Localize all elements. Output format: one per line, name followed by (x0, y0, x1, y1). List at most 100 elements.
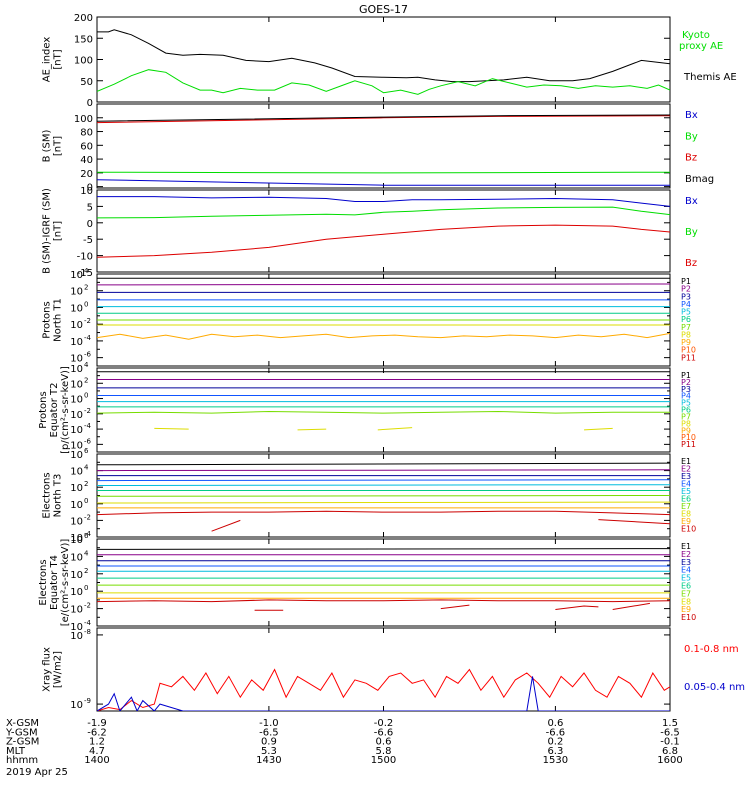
y-axis-label: Xray flux (42, 647, 53, 692)
legend-entry: proxy AE (679, 41, 723, 52)
ephemeris-value: 0.2 (547, 737, 563, 748)
y-tick-label: 0 (87, 183, 93, 194)
y-axis-label: Protons (38, 391, 49, 428)
y-tick-exponent: 4 (84, 549, 89, 557)
series-line-bx (97, 179, 670, 186)
ephemeris-value: 5.8 (376, 746, 392, 757)
series-group (97, 114, 670, 186)
ephemeris-value: -1.0 (259, 718, 279, 729)
legend-entry: E1 (681, 542, 691, 551)
y-tick-label: 10 (70, 354, 83, 365)
legend-entry: P11 (681, 353, 696, 362)
y-tick-exponent: -6 (84, 437, 92, 445)
legend-entry: P4 (681, 300, 691, 309)
series-group (97, 277, 670, 340)
y-tick-label: 200 (74, 13, 93, 24)
panel-frame (96, 538, 671, 627)
series-line-p2 (97, 283, 670, 286)
y-tick-exponent: 6 (84, 447, 89, 455)
y-tick-exponent: -8 (84, 628, 91, 636)
legend-entry: P2 (681, 285, 691, 294)
y-tick-label: 10 (70, 552, 83, 563)
y-tick-exponent: -2 (84, 317, 91, 325)
y-tick-exponent: -4 (84, 334, 92, 342)
y-tick-label: 10 (70, 700, 83, 711)
panel-pn (96, 273, 671, 367)
ephemeris-value: 6.8 (662, 746, 678, 757)
series-line-e8 (97, 501, 670, 504)
series-segment (584, 427, 613, 431)
y-tick-label: 10 (70, 605, 83, 616)
legend-entry: P11 (681, 440, 696, 449)
legend-entry: E10 (681, 613, 696, 622)
ephemeris-value: 1430 (256, 755, 281, 766)
y-axis-label: B (SM)-IGRF (SM) (42, 188, 53, 274)
ephemeris-value: 1600 (657, 755, 682, 766)
y-tick-exponent: 0 (84, 300, 88, 308)
legend-entry: Themis AE (683, 72, 737, 83)
panel-frame (96, 189, 671, 273)
legend-entry: Bz (685, 153, 697, 164)
series-group (97, 29, 670, 95)
series-extra-segment (440, 604, 470, 610)
y-axis-label: Protons (42, 301, 53, 338)
y-axis-label: [nT] (53, 221, 64, 241)
y-tick-exponent: 4 (84, 267, 89, 275)
y-tick-label: 10 (70, 425, 83, 436)
y-tick-label: 10 (70, 631, 83, 642)
legend-entry: P9 (681, 426, 691, 435)
y-tick-label: 10 (80, 186, 93, 197)
y-tick-label: 10 (70, 533, 83, 544)
legend-entry: 0.1-0.8 nm (684, 644, 739, 655)
ephemeris-value: 1.5 (662, 718, 678, 729)
y-tick-exponent: -4 (84, 619, 92, 627)
y-tick-label: -10 (77, 252, 93, 263)
y-tick-label: 10 (70, 337, 83, 348)
series-segment (377, 427, 413, 431)
legend-entry: Bx (685, 196, 698, 207)
y-tick-label: 60 (80, 141, 93, 152)
series-line-kyoto-proxy-ae (97, 69, 670, 95)
y-tick-label: 5 (87, 202, 93, 213)
series-extra-segment (555, 605, 599, 610)
ephemeris-value: 5.3 (261, 746, 277, 757)
series-line-e1 (97, 548, 670, 550)
y-axis-label: Electrons (38, 559, 49, 605)
y-tick-exponent: -9 (84, 697, 91, 705)
legend-entry: 0.05-0.4 nm (684, 682, 745, 693)
y-tick-exponent: 2 (84, 376, 88, 384)
y-axis-label: [nT] (53, 49, 64, 69)
legend-entry: P2 (681, 378, 691, 387)
legend-entry: P7 (681, 323, 691, 332)
y-tick-label: 10 (70, 500, 83, 511)
y-tick-label: 10 (70, 622, 83, 633)
ephemeris-value: 6.3 (547, 746, 563, 757)
y-tick-label: 150 (74, 34, 93, 45)
series-group (97, 548, 670, 611)
y-tick-label: 10 (70, 516, 83, 527)
series-line-bz (97, 115, 670, 124)
panel-ee (96, 538, 671, 627)
series-group (97, 668, 670, 711)
series-line-by (97, 206, 670, 219)
y-axis-label: North T3 (53, 474, 64, 518)
ephemeris-value: 0.6 (376, 737, 392, 748)
series-line-0.05-0.4-nm (97, 676, 670, 711)
panel-bsm (96, 103, 671, 189)
y-tick-exponent: 6 (84, 532, 89, 540)
y-tick-label: 100 (74, 56, 93, 67)
panel-frame (96, 627, 671, 712)
series-extra-segment (612, 602, 650, 610)
legend-entry: By (685, 227, 698, 238)
y-tick-label: 20 (80, 169, 93, 180)
panel-pe (96, 367, 671, 453)
legend-entry: P5 (681, 399, 691, 408)
legend-entry: E1 (681, 457, 691, 466)
legend-entry: E7 (681, 589, 691, 598)
ephemeris-value: -6.6 (374, 727, 394, 738)
series-line-0.1-0.8-nm (97, 668, 670, 711)
ephemeris-value: -6.5 (660, 727, 680, 738)
y-tick-label: 10 (70, 450, 83, 461)
